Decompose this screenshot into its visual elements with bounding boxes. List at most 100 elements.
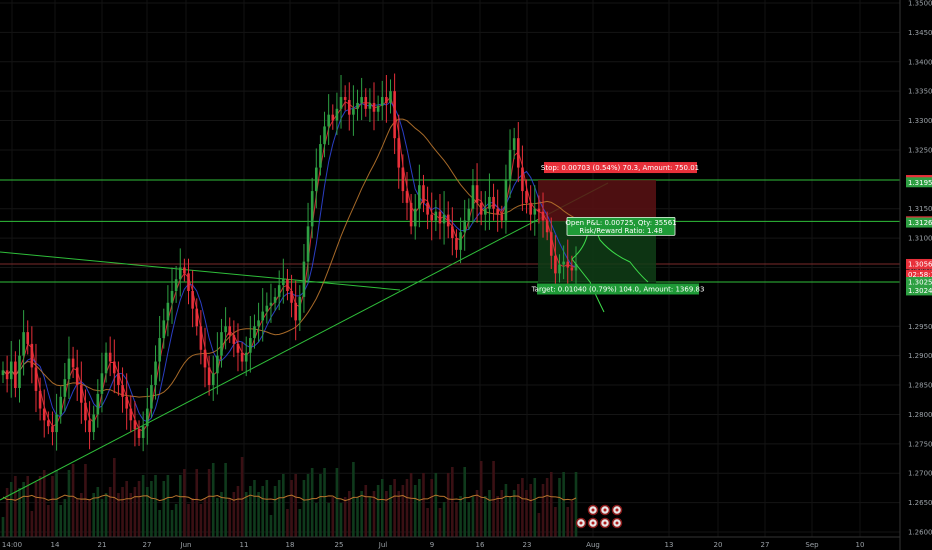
event-icons[interactable] — [575, 504, 623, 529]
candle-body — [121, 385, 124, 397]
volume-bar — [323, 468, 326, 537]
volume-bar — [14, 476, 17, 537]
candle-body — [459, 232, 462, 250]
volume-bar — [257, 492, 260, 537]
time-tick-label: 27 — [761, 541, 770, 549]
candle-body — [385, 97, 388, 103]
volume-bar — [207, 469, 211, 537]
rising-trendline[interactable] — [0, 182, 609, 501]
candle-body — [290, 291, 293, 303]
candle-body — [59, 396, 63, 415]
volume-bar — [389, 485, 392, 537]
candle-body — [446, 214, 450, 227]
price-tag — [906, 177, 932, 188]
entry-label-box — [566, 216, 676, 236]
volume-bar — [244, 492, 248, 537]
volume-bar — [335, 468, 339, 537]
price-tag-label: 1.30245 — [908, 287, 932, 295]
candle-body — [331, 114, 335, 121]
price-tick-label: 1.27000 — [908, 470, 932, 478]
volume-bar — [347, 491, 351, 537]
volume-bar — [372, 491, 376, 537]
volume-bar — [249, 486, 252, 537]
time-axis[interactable]: 14:00 14 21 27 Jun 11 18 25 Jul 9 16 23 Aug 13 20 27 Sep… — [0, 536, 900, 549]
time-tick-label: 16 — [476, 541, 485, 549]
volume-bar — [541, 484, 545, 537]
candle-body — [368, 102, 372, 109]
volume-bar — [314, 503, 318, 537]
volume-bar — [294, 474, 297, 537]
volume-bar — [71, 464, 75, 537]
volume-bar — [199, 504, 203, 537]
volume-bar — [364, 485, 368, 537]
candle-body — [323, 126, 326, 145]
time-tick-label: 27 — [143, 541, 152, 549]
target-label: Target: 0.01040 (0.79%) 104.0, Amount: 1… — [531, 285, 705, 293]
volume-bar — [409, 473, 413, 537]
candle-body — [269, 302, 273, 306]
stop-zone — [538, 180, 656, 222]
candle-body — [150, 385, 153, 409]
volume-bar — [51, 476, 54, 537]
volume-bar — [368, 497, 372, 537]
candle-body — [516, 138, 520, 168]
candle-body — [360, 97, 363, 103]
volume-bar — [84, 464, 87, 537]
candle-body — [14, 361, 17, 388]
volume-bar — [224, 463, 227, 537]
volume-bar — [302, 480, 306, 537]
candle-body — [574, 263, 578, 271]
candle-body — [113, 361, 116, 374]
candle-body — [42, 408, 46, 421]
candle-body — [339, 97, 343, 109]
volume-bar — [570, 501, 574, 537]
time-tick-label: Jun — [180, 541, 192, 549]
candle-body — [96, 393, 100, 415]
volume-bar — [158, 510, 161, 537]
candle-body — [195, 308, 199, 327]
volume-bar — [331, 497, 335, 537]
candle-body — [413, 208, 417, 227]
candle-body — [310, 191, 314, 227]
volume-bar — [187, 504, 190, 537]
candle-body — [549, 232, 553, 256]
candle-body — [203, 349, 207, 368]
candle-body — [5, 370, 9, 380]
falling-trendline[interactable] — [0, 251, 401, 291]
candle-body — [63, 379, 67, 397]
candle-body — [38, 390, 42, 409]
volume-bar — [319, 474, 322, 537]
horizontal-lines — [0, 179, 900, 283]
candle-body — [525, 191, 528, 203]
time-tick-label: 20 — [714, 541, 723, 549]
volume-bar — [376, 485, 380, 537]
candle-body — [9, 361, 13, 380]
candle-body — [418, 185, 421, 209]
candle-body — [319, 144, 322, 168]
price-tick-label: 1.31500 — [908, 205, 932, 213]
volume-bar — [306, 474, 310, 537]
price-axis[interactable]: 1.35000 1.34500 1.34000 1.33500 1.33000 1.325… — [899, 0, 932, 550]
candle-body — [294, 302, 297, 321]
candle-body — [562, 261, 565, 265]
stop-label: Stop: 0.00703 (0.54%) 70.3, Amount: 750.… — [541, 164, 699, 172]
volume-average-line — [2, 494, 577, 502]
price-tick-label: 1.35000 — [908, 0, 932, 8]
grid — [0, 0, 900, 537]
volume-bar — [232, 492, 236, 537]
volume-bar — [92, 493, 95, 537]
candle-body — [364, 97, 368, 109]
volume-bar — [339, 503, 343, 537]
candle-body — [298, 296, 302, 321]
volume-bar — [265, 480, 269, 537]
price-tag — [906, 277, 932, 288]
price-tag-label: 02:58:16 — [908, 271, 932, 279]
time-tick-label: 10 — [856, 541, 865, 549]
time-tick-label: 13 — [665, 541, 674, 549]
volume-bar — [261, 486, 265, 537]
volume-bar — [434, 473, 438, 537]
price-tick-label: 1.29500 — [908, 323, 932, 331]
volume-bar — [516, 484, 520, 537]
candle-body — [137, 429, 141, 438]
